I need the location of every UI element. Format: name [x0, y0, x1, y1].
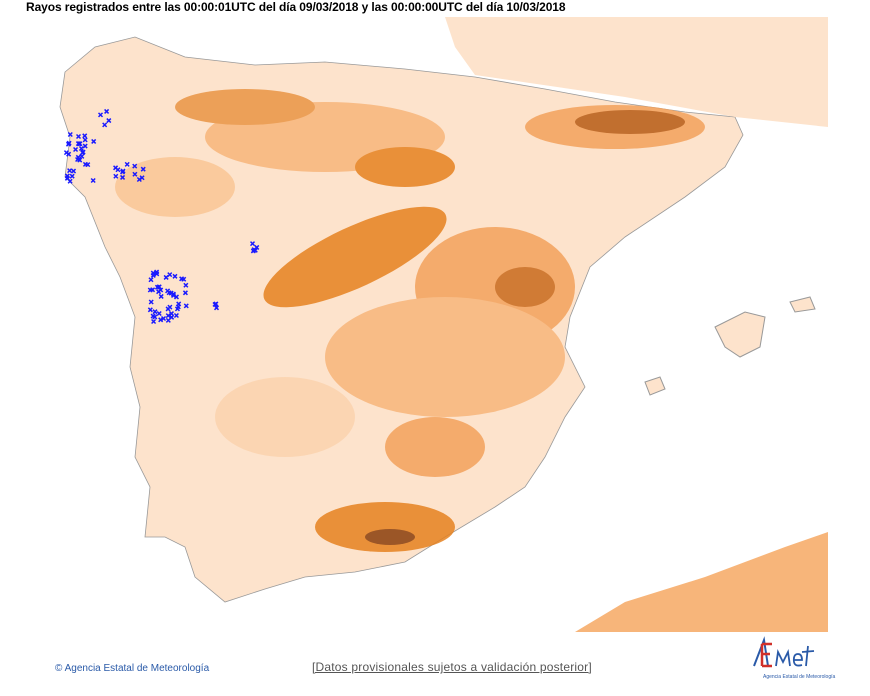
lightning-strike-marker [120, 168, 126, 174]
lightning-strike-marker [75, 156, 81, 163]
lightning-strike-marker [69, 173, 75, 179]
lightning-strike-marker [104, 108, 110, 114]
lightning-strike-marker [82, 133, 88, 139]
lightning-strike-marker [97, 112, 104, 118]
terrain-shading [115, 89, 705, 552]
lightning-strike-marker [154, 284, 160, 290]
lightning-strike-marker [132, 171, 138, 177]
lightning-strike-marker [158, 317, 164, 323]
lightning-strike-marker [71, 168, 77, 174]
lightning-strike-marker [63, 150, 69, 156]
logo-subtitle: Agencia Estatal de Meteorología [763, 674, 836, 680]
lightning-strike-marker [82, 143, 88, 149]
mallorca [714, 311, 766, 358]
lightning-strike-marker [213, 305, 220, 311]
france [445, 17, 828, 127]
lightning-strike-marker [102, 122, 108, 128]
north-africa [575, 532, 828, 632]
lightning-strike-marker [150, 287, 156, 293]
disclaimer-link[interactable]: [Datos provisionales sujetos a validació… [312, 660, 592, 674]
lightning-strike-marker [140, 166, 146, 172]
lightning-strike-marker [254, 244, 260, 250]
lightning-map [25, 17, 828, 632]
lightning-strike-marker [66, 140, 72, 146]
lightning-strike-marker [152, 309, 158, 315]
lightning-strike-marker [78, 145, 84, 152]
lightning-strike-marker [106, 118, 112, 124]
lightning-strike-marker [124, 161, 130, 167]
aemet-logo [753, 636, 815, 668]
lightning-strike-marker [90, 177, 96, 184]
lightning-strike-marker [172, 273, 178, 279]
lightning-strike-marker [150, 272, 156, 278]
lightning-strike-marker [139, 175, 145, 181]
lightning-strike-marker [158, 293, 164, 299]
menorca [789, 296, 816, 313]
lightning-strike-marker [165, 313, 171, 319]
lightning-strike-marker [132, 163, 138, 169]
lightning-strike-marker [82, 137, 88, 143]
lightning-strike-marker [82, 161, 88, 167]
lightning-strike-marker [120, 174, 126, 180]
lightning-strike-marker [75, 133, 82, 140]
lightning-strike-marker [148, 277, 154, 283]
lightning-strike-marker [156, 310, 162, 317]
lightning-strike-marker [173, 312, 179, 319]
lightning-strike-marker [183, 282, 189, 288]
lightning-strike-marker [167, 304, 173, 310]
map-title: Rayos registrados entre las 00:00:01UTC … [26, 0, 566, 14]
lightning-strike-marker [91, 138, 97, 144]
lightning-strike-marker [76, 141, 82, 147]
lightning-strike-marker [147, 307, 153, 313]
lightning-strike-marker [151, 318, 157, 325]
lightning-strike-marker [179, 276, 185, 282]
lightning-strike-marker [168, 290, 174, 296]
lightning-strike-marker [249, 241, 256, 247]
lightning-strike-marker [163, 274, 169, 280]
lightning-strike-marker [113, 173, 119, 179]
lightning-strike-marker [64, 175, 70, 181]
lightning-strike-marker [80, 149, 86, 155]
lightning-strike-marker [165, 288, 171, 294]
lightning-strikes [63, 108, 260, 325]
lightning-strike-marker [182, 290, 188, 296]
lightning-strike-marker [73, 146, 79, 153]
lightning-strike-marker [173, 294, 180, 300]
ibiza [644, 376, 666, 396]
lightning-strike-marker [67, 168, 73, 174]
lightning-strike-marker [67, 131, 73, 138]
lightning-strike-marker [148, 299, 154, 305]
lightning-strike-marker [212, 301, 218, 307]
lightning-strike-marker [115, 167, 121, 173]
lightning-strike-marker [183, 303, 189, 309]
lightning-strike-marker [152, 314, 158, 320]
copyright-notice: © Agencia Estatal de Meteorología [55, 663, 210, 674]
lightning-strike-marker [79, 153, 85, 159]
lightning-strike-marker [160, 315, 167, 322]
lightning-strike-marker [165, 317, 171, 323]
lightning-strike-marker [176, 301, 182, 307]
